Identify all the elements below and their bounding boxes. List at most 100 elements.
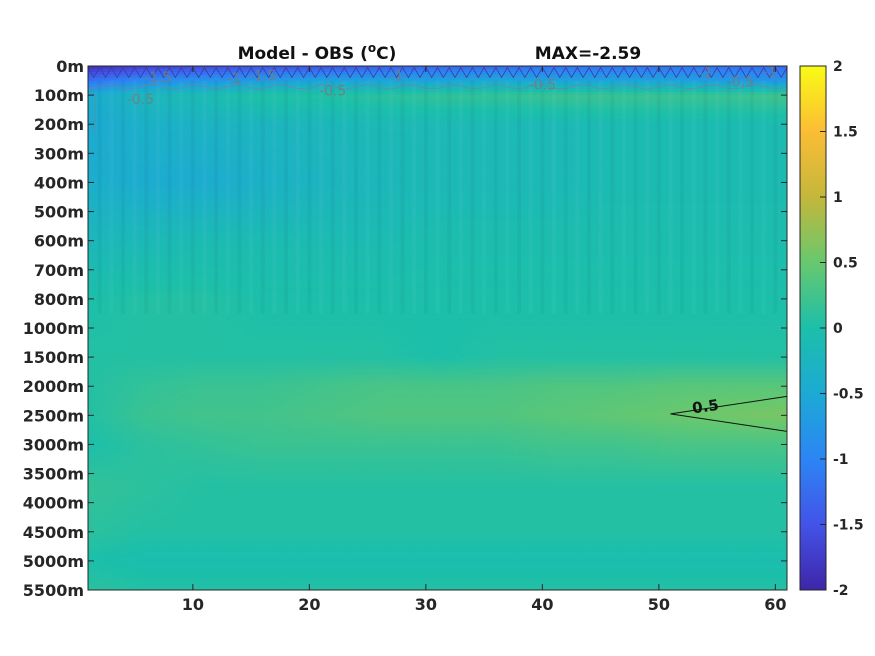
- heatmap-cell: [588, 66, 596, 70]
- heatmap-cell: [303, 68, 310, 73]
- heatmap-cell: [210, 83, 217, 87]
- heatmap-cell: [664, 74, 672, 79]
- heatmap-cell: [454, 68, 462, 73]
- heatmap-cell: [571, 74, 578, 79]
- heatmap-cell: [280, 77, 287, 82]
- heatmap-cell: [315, 74, 322, 79]
- heatmap-cell: [128, 68, 136, 73]
- heatmap-cell: [344, 80, 351, 85]
- heatmap-cell: [268, 71, 275, 76]
- heatmap-cell: [484, 74, 491, 79]
- heatmap-cell: [326, 83, 334, 87]
- heatmap-cell: [88, 80, 95, 85]
- heatmap-cell: [262, 77, 270, 82]
- heatmap-cell: [175, 66, 182, 70]
- heatmap-cell: [583, 77, 590, 82]
- heatmap-cell: [443, 68, 450, 73]
- heatmap-cell: [519, 66, 526, 70]
- heatmap-cell: [618, 80, 625, 85]
- heatmap-cell: [408, 71, 415, 76]
- heatmap-cell: [420, 66, 427, 70]
- heatmap-cell: [495, 77, 503, 82]
- heatmap-cell: [140, 74, 147, 79]
- heatmap-cell: [361, 71, 369, 76]
- heatmap-cell: [769, 66, 776, 70]
- heatmap-cell: [478, 71, 485, 76]
- heatmap-cell: [111, 66, 118, 70]
- heatmap-cell: [501, 66, 508, 70]
- heatmap-cell: [88, 74, 95, 79]
- heatmap-cell: [705, 68, 712, 73]
- heatmap-cell: [548, 74, 555, 79]
- heatmap-cell: [414, 83, 421, 87]
- heatmap-cell: [175, 83, 182, 87]
- heatmap-cell: [373, 77, 380, 82]
- heatmap-cell: [274, 74, 281, 79]
- heatmap-cell: [256, 68, 264, 73]
- heatmap-cell: [583, 71, 590, 76]
- heatmap-cell: [641, 77, 648, 82]
- heatmap-cell: [204, 83, 211, 87]
- heatmap-cell: [524, 71, 532, 76]
- heatmap-cell: [303, 77, 310, 82]
- heatmap-cell: [629, 71, 637, 76]
- heatmap-cell: [501, 68, 508, 73]
- heatmap-cell: [309, 68, 316, 73]
- heatmap-cell: [245, 80, 252, 85]
- heatmap-cell: [157, 74, 165, 79]
- heatmap-cell: [286, 66, 293, 70]
- heatmap-cell: [559, 74, 567, 79]
- heatmap-cell: [350, 83, 357, 87]
- heatmap-cell: [350, 68, 357, 73]
- heatmap-cell: [524, 80, 532, 85]
- heatmap-cell: [408, 74, 415, 79]
- heatmap-cell: [717, 74, 724, 79]
- heatmap-cell: [163, 68, 171, 73]
- heatmap-cell: [291, 68, 299, 73]
- heatmap-cell: [361, 68, 369, 73]
- heatmap-cell: [256, 80, 264, 85]
- heatmap-cell: [221, 71, 229, 76]
- heatmap-cell: [93, 77, 101, 82]
- heatmap-cell: [699, 74, 707, 79]
- heatmap-cell: [687, 66, 695, 70]
- heatmap-cell: [291, 74, 299, 79]
- heatmap-cell: [146, 77, 153, 82]
- heatmap-cell: [233, 77, 241, 82]
- heatmap-cell: [635, 74, 642, 79]
- heatmap-cell: [408, 68, 415, 73]
- heatmap-cell: [623, 74, 631, 79]
- heatmap-cell: [221, 66, 229, 70]
- heatmap-cell: [99, 68, 107, 73]
- heatmap-cell: [466, 77, 474, 82]
- heatmap-cell: [350, 77, 357, 82]
- heatmap-cell: [781, 77, 787, 82]
- heatmap-cell: [338, 80, 345, 85]
- heatmap-cell: [693, 77, 701, 82]
- heatmap-cell: [385, 80, 392, 85]
- heatmap-cell: [437, 74, 444, 79]
- heatmap-cell: [373, 83, 380, 87]
- heatmap-cell: [122, 66, 130, 70]
- heatmap-cell: [629, 68, 637, 73]
- heatmap-cell: [291, 83, 299, 87]
- heatmap-cell: [309, 77, 316, 82]
- heatmap-cell: [140, 71, 147, 76]
- heatmap-cell: [734, 77, 741, 82]
- heatmap-cell: [192, 80, 200, 85]
- heatmap-cell: [221, 80, 229, 85]
- heatmap-cell: [245, 83, 252, 87]
- heatmap-cell: [734, 71, 741, 76]
- heatmap-cell: [175, 68, 182, 73]
- heatmap-cell: [280, 66, 287, 70]
- heatmap-cell: [152, 74, 159, 79]
- heatmap-cell: [297, 74, 305, 79]
- heatmap-cell: [734, 74, 741, 79]
- heatmap-cell: [227, 74, 235, 79]
- heatmap-cell: [414, 66, 421, 70]
- heatmap-cell: [379, 68, 386, 73]
- heatmap-cell: [612, 74, 619, 79]
- heatmap-cell: [122, 74, 130, 79]
- heatmap-cell: [146, 80, 153, 85]
- heatmap-cell: [169, 83, 176, 87]
